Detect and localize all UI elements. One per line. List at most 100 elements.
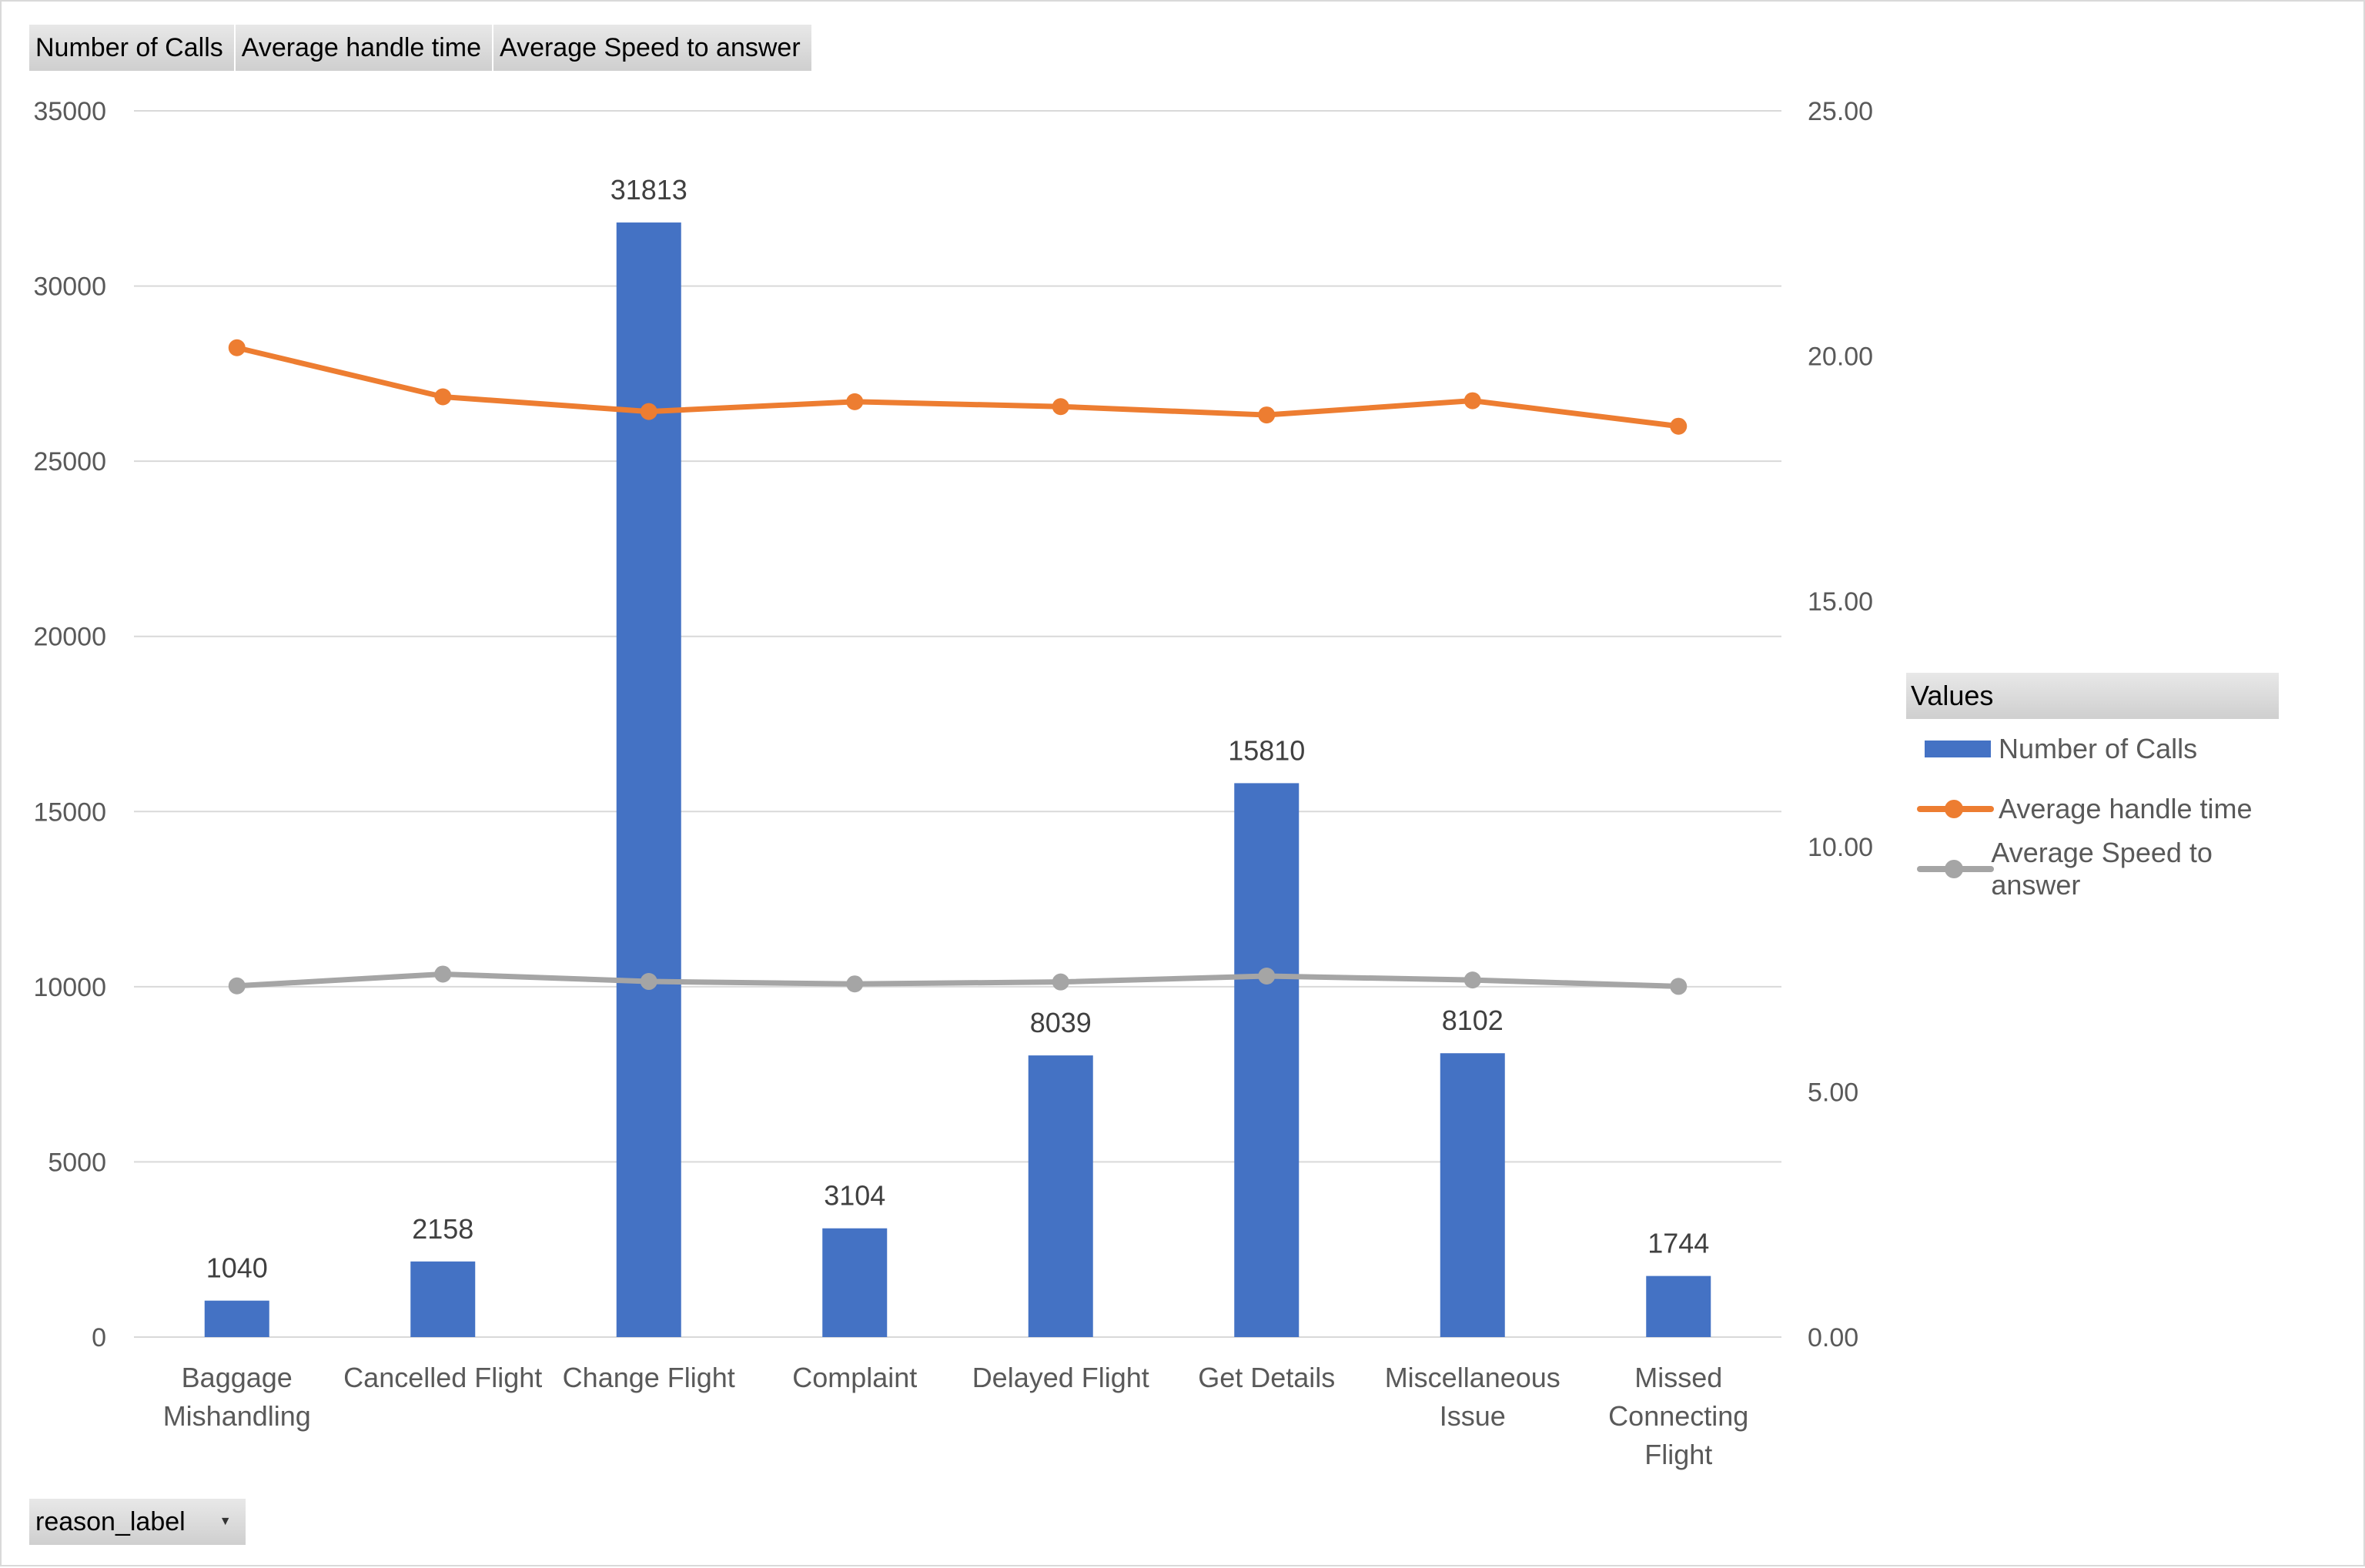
category-label-line: Flight — [1644, 1439, 1712, 1470]
line-marker — [228, 339, 246, 356]
bar-data-label: 8039 — [1030, 1007, 1092, 1038]
legend-swatch-line — [1917, 797, 1994, 821]
legend-item-average-handle-time[interactable]: Average handle time — [1906, 779, 2279, 839]
line-series-average-handle-time — [228, 339, 1688, 435]
bar-data-label: 15810 — [1228, 734, 1305, 766]
bar — [410, 1261, 476, 1337]
left-tick-label: 25000 — [33, 447, 106, 476]
right-tick-label: 10.00 — [1808, 833, 1873, 862]
line-marker — [846, 393, 864, 410]
axis-field-label: reason_label — [35, 1507, 186, 1536]
category-label: Miscellaneous Issue — [1385, 1362, 1560, 1432]
line-series-average-speed-to-answer — [228, 965, 1688, 995]
left-tick-label: 35000 — [33, 97, 106, 126]
category-label-line: Complaint — [792, 1362, 917, 1393]
series-line — [234, 345, 1681, 430]
line-marker — [1670, 978, 1688, 995]
category-label: Delayed Flight — [972, 1362, 1149, 1393]
category-label-line: Miscellaneous — [1385, 1362, 1560, 1393]
values-field-buttons: Number of Calls Average handle time Aver… — [29, 25, 813, 71]
bar-series-number-of-calls — [204, 222, 1711, 1338]
legend-item-number-of-calls[interactable]: Number of Calls — [1906, 719, 2279, 779]
category-label-line: Get Details — [1198, 1362, 1335, 1393]
category-label-line: Cancelled Flight — [343, 1362, 542, 1393]
dropdown-arrow-icon[interactable]: ▼ — [219, 1515, 232, 1528]
category-label: Complaint — [792, 1362, 917, 1393]
line-series — [228, 339, 1688, 995]
left-tick-label: 10000 — [33, 973, 106, 1002]
left-tick-label: 20000 — [33, 623, 106, 652]
line-marker — [640, 403, 657, 420]
bar-data-label: 8102 — [1442, 1005, 1504, 1036]
category-label-line: Issue — [1440, 1400, 1506, 1432]
left-axis: 0 5000 10000 15000 20000 25000 30000 35000 — [33, 97, 106, 1352]
field-button-average-speed-to-answer[interactable]: Average Speed to answer — [493, 25, 813, 71]
category-label: Baggage Mishandling — [163, 1362, 311, 1432]
right-tick-label: 20.00 — [1808, 343, 1873, 372]
line-marker — [1258, 406, 1276, 424]
field-button-number-of-calls[interactable]: Number of Calls — [29, 25, 236, 71]
category-label: Missed Connecting Flight — [1608, 1362, 1748, 1470]
legend-item-average-speed-to-answer[interactable]: Average Speed to answer — [1906, 837, 2279, 901]
bar — [1234, 783, 1300, 1337]
right-tick-label: 5.00 — [1808, 1078, 1858, 1107]
line-marker — [1670, 417, 1688, 435]
right-tick-label: 25.00 — [1808, 97, 1873, 126]
left-tick-label: 5000 — [48, 1148, 106, 1177]
category-label: Change Flight — [563, 1362, 735, 1393]
bar — [1028, 1055, 1093, 1337]
line-marker — [1052, 973, 1069, 991]
line-marker — [434, 388, 452, 406]
line-marker — [228, 977, 246, 995]
right-axis: 0.00 5.00 10.00 15.00 20.00 25.00 — [1808, 97, 1873, 1352]
field-button-average-handle-time[interactable]: Average handle time — [235, 25, 493, 71]
line-marker — [846, 975, 864, 993]
bar — [822, 1228, 888, 1337]
bar-data-label: 1040 — [206, 1252, 268, 1284]
legend-title[interactable]: Values — [1906, 673, 2279, 719]
bar-data-label: 31813 — [610, 174, 687, 206]
legend-label: Average Speed to answer — [1991, 837, 2213, 901]
legend-swatch-line — [1917, 858, 1994, 881]
legend-dot-marker — [1945, 800, 1963, 818]
category-label: Get Details — [1198, 1362, 1335, 1393]
bar-data-label: 1744 — [1647, 1228, 1709, 1259]
series-line — [234, 971, 1681, 989]
legend-label: Number of Calls — [1999, 733, 2198, 764]
category-label-line: Change Flight — [563, 1362, 735, 1393]
legend-bar-marker — [1925, 741, 1991, 757]
bar — [204, 1300, 269, 1337]
bar — [1440, 1053, 1505, 1337]
category-label-line: Baggage — [182, 1362, 293, 1393]
bar-data-labels: 1040 2158 31813 3104 8039 15810 8102 1744 — [206, 174, 1710, 1284]
bar-data-label: 2158 — [412, 1213, 473, 1245]
line-marker — [1258, 968, 1276, 985]
line-marker — [434, 965, 452, 983]
category-label-line: Connecting — [1608, 1400, 1748, 1432]
axis-field-button-reason-label[interactable]: reason_label ▼ — [29, 1499, 246, 1545]
line-marker — [1463, 971, 1481, 989]
category-axis: Baggage Mishandling Cancelled Flight Change… — [163, 1362, 1749, 1470]
legend-swatch-bar — [1917, 737, 1994, 761]
left-tick-label: 15000 — [33, 797, 106, 827]
right-tick-label: 0.00 — [1808, 1323, 1858, 1352]
right-tick-label: 15.00 — [1808, 587, 1873, 617]
left-tick-label: 0 — [92, 1323, 106, 1352]
bar-data-label: 3104 — [824, 1180, 885, 1212]
bar — [1646, 1275, 1711, 1337]
line-marker — [1052, 398, 1069, 416]
category-label-line: Mishandling — [163, 1400, 311, 1432]
line-marker — [1463, 392, 1481, 410]
legend-dot-marker — [1945, 860, 1963, 878]
legend: Values Number of Calls Average handle ti… — [1906, 673, 2279, 901]
left-tick-label: 30000 — [33, 272, 106, 302]
legend-label: Average handle time — [1999, 793, 2253, 824]
category-label: Cancelled Flight — [343, 1362, 542, 1393]
category-label-line: Missed — [1634, 1362, 1722, 1393]
category-label-line: Delayed Flight — [972, 1362, 1149, 1393]
gridlines — [134, 110, 1781, 1338]
bar — [616, 222, 681, 1338]
line-marker — [640, 973, 657, 991]
